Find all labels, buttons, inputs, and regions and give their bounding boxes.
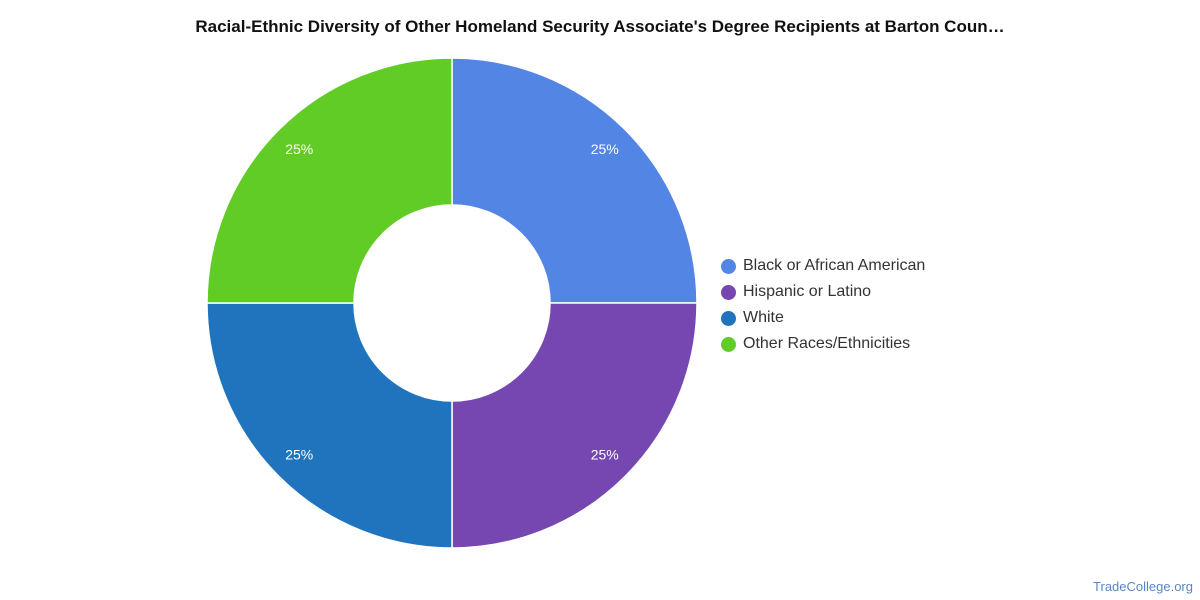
legend-label-other-races-ethnicities: Other Races/Ethnicities	[743, 335, 911, 352]
chart-title: Racial-Ethnic Diversity of Other Homelan…	[195, 17, 1005, 36]
legend-label-white: White	[743, 309, 784, 326]
legend-swatch-white	[721, 310, 736, 326]
slice-other-races-ethnicities[interactable]	[206, 57, 453, 304]
slice-label-black-or-african-american: 25%	[591, 141, 619, 157]
legend-item-white[interactable]: White	[721, 305, 925, 331]
legend-swatch-hispanic-or-latino	[721, 284, 736, 300]
legend-item-black-or-african-american[interactable]: Black or African American	[721, 253, 925, 279]
legend-label-hispanic-or-latino: Hispanic or Latino	[743, 283, 872, 300]
slice-label-other-races-ethnicities: 25%	[285, 141, 313, 157]
legend-swatch-other-races-ethnicities	[721, 336, 736, 352]
legend-swatch-black-or-african-american	[721, 258, 736, 274]
legend: Black or African American Hispanic or La…	[721, 253, 925, 357]
slice-label-hispanic-or-latino: 25%	[591, 446, 619, 462]
slice-hispanic-or-latino[interactable]	[451, 302, 698, 549]
slice-white[interactable]	[206, 302, 453, 549]
slice-black-or-african-american[interactable]	[451, 57, 698, 304]
legend-item-other-races-ethnicities[interactable]: Other Races/Ethnicities	[721, 331, 925, 357]
source-watermark[interactable]: TradeCollege.org	[1093, 579, 1193, 594]
slice-label-white: 25%	[285, 446, 313, 462]
legend-label-black-or-african-american: Black or African American	[743, 257, 926, 274]
legend-item-hispanic-or-latino[interactable]: Hispanic or Latino	[721, 279, 925, 305]
